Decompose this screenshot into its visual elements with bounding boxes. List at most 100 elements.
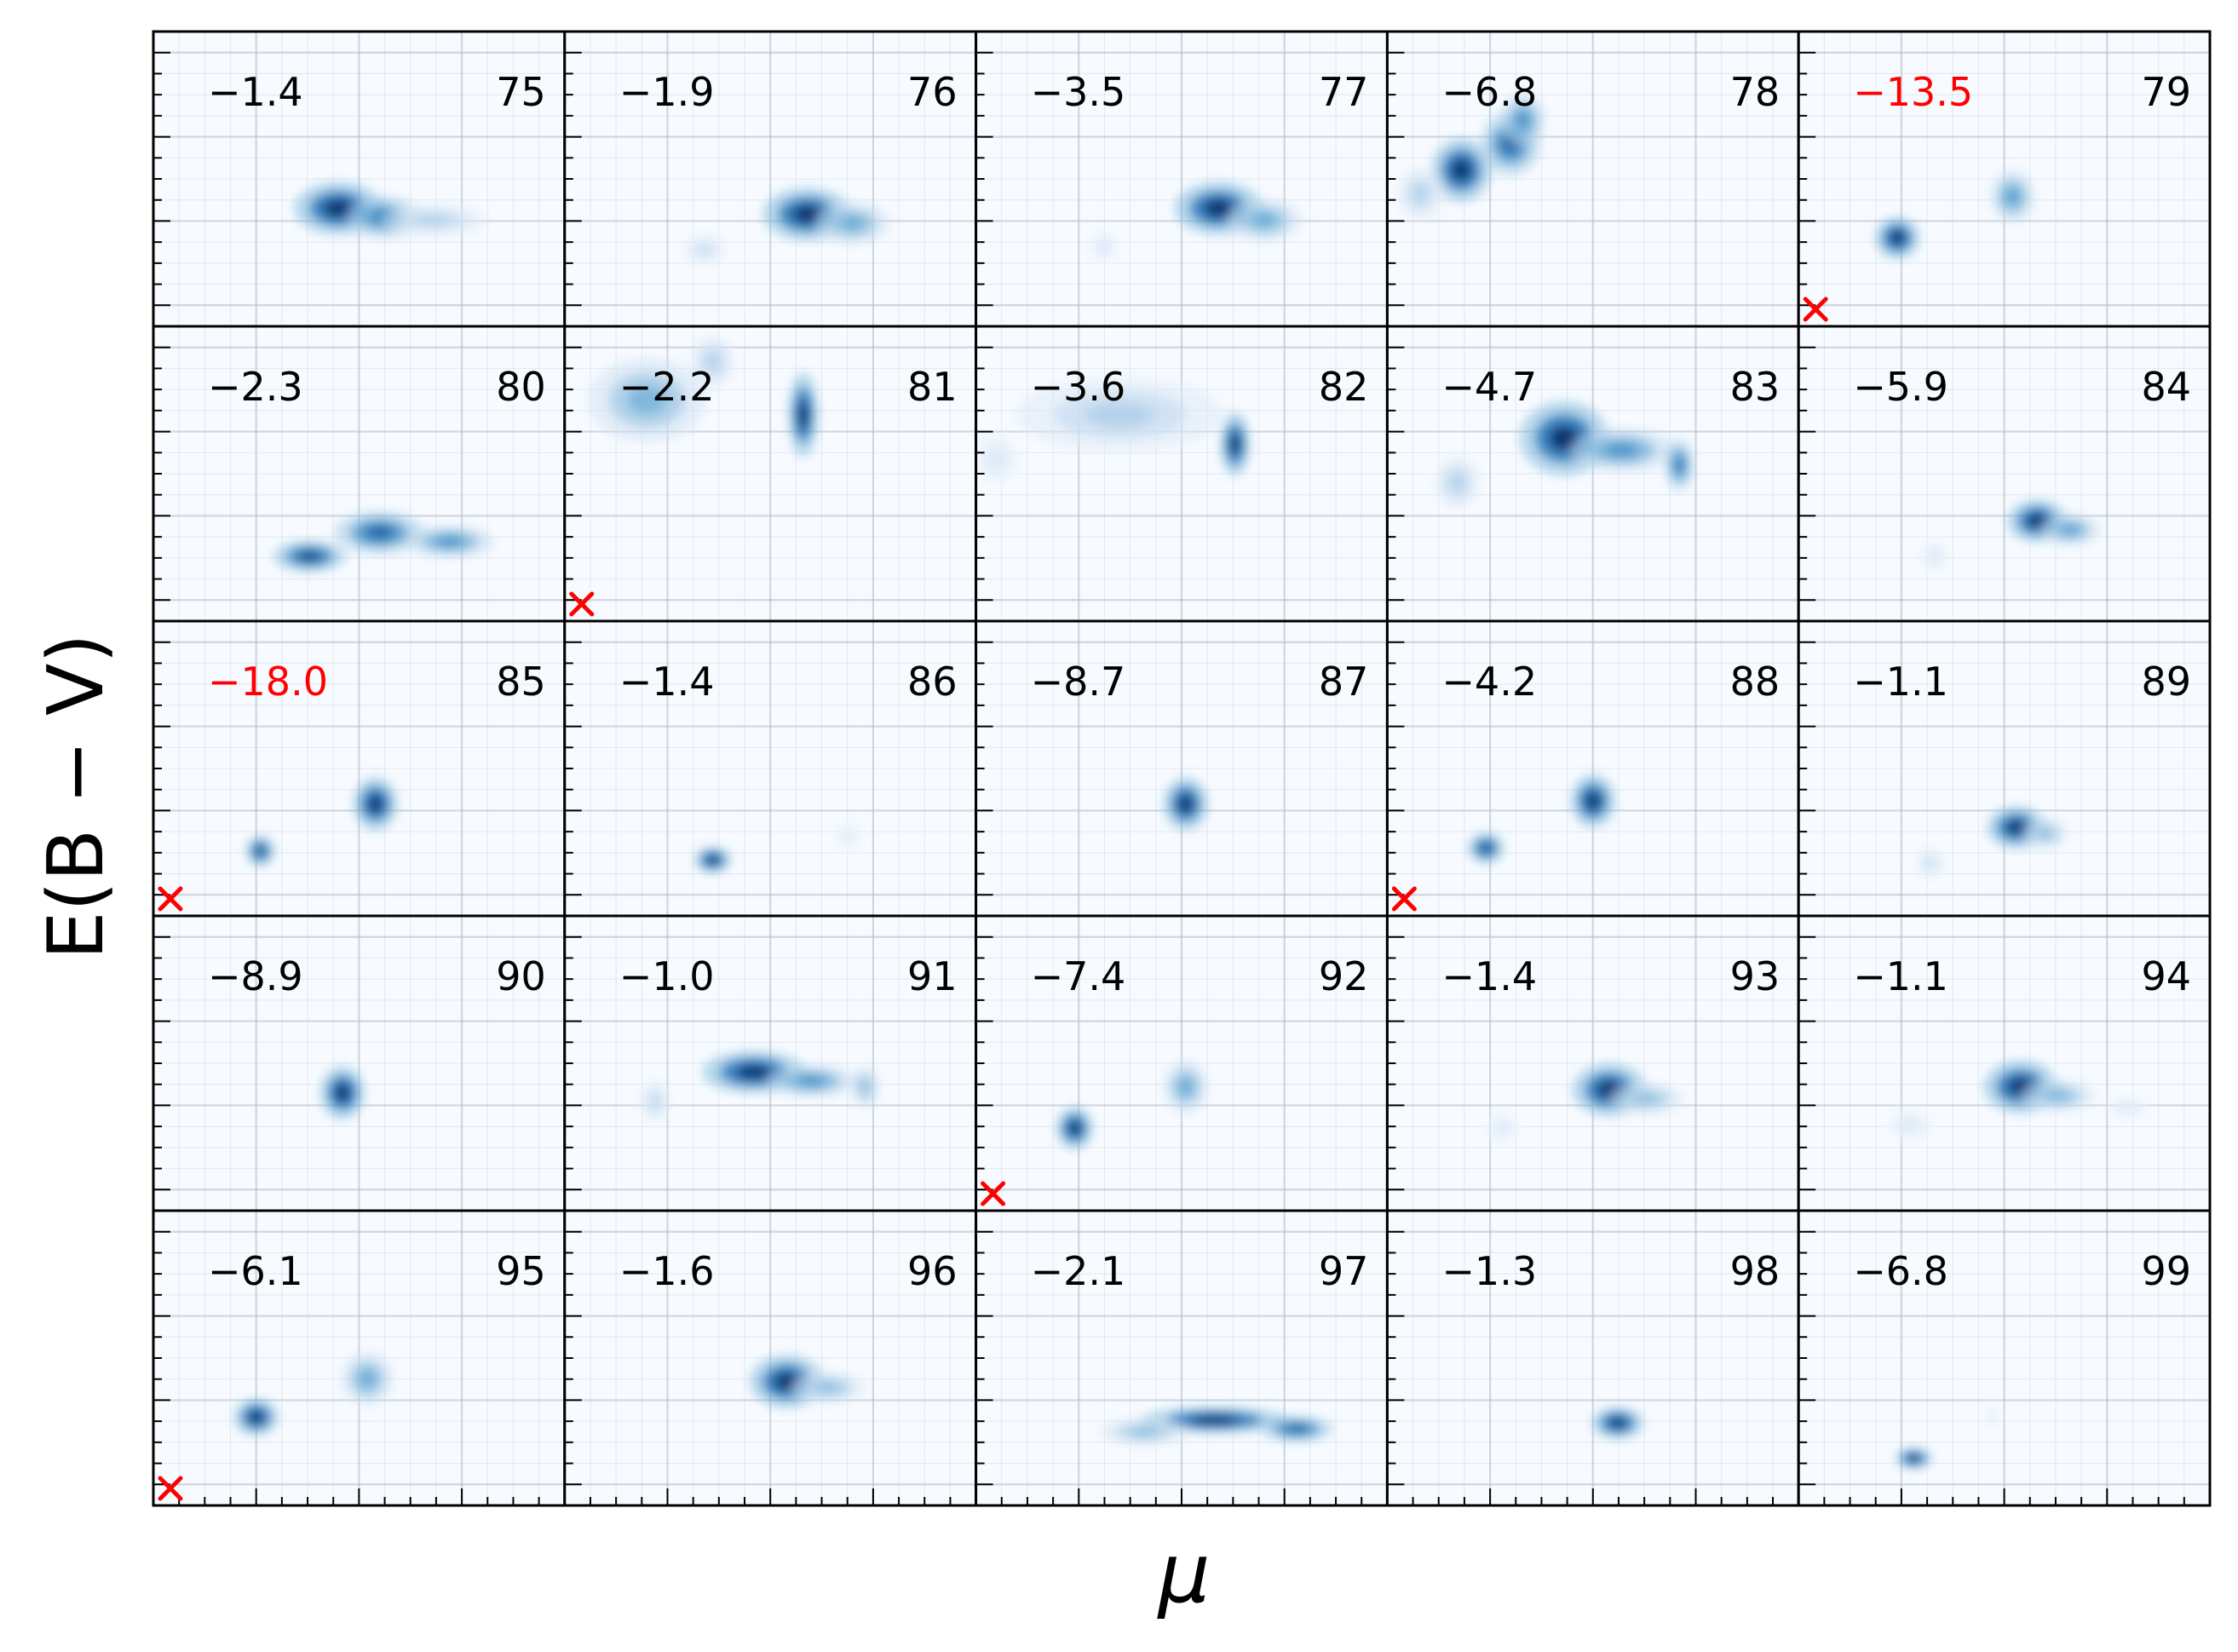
- cross-stroke: [569, 591, 595, 617]
- density-blob-core: [1924, 857, 1936, 868]
- panel-gridlines: [153, 32, 565, 326]
- panel-gridlines: [564, 32, 976, 326]
- panel-id-label: 95: [496, 1248, 546, 1294]
- panel-gridlines: [564, 326, 976, 621]
- panel-gridlines: [975, 326, 1388, 621]
- panel-value-label: −1.0: [619, 953, 715, 999]
- panel-value-label: −4.2: [1441, 659, 1537, 705]
- panel-id-label: 81: [907, 364, 958, 410]
- panel-ticks: [975, 641, 993, 896]
- density-blob-core: [1497, 1122, 1508, 1134]
- panel-83: −4.7 83: [1385, 325, 1800, 623]
- density-layer: [1397, 93, 1545, 221]
- panel-77: −3.5 77: [975, 30, 1389, 328]
- density-layer: [294, 181, 486, 239]
- panel-75: −1.4 75: [152, 30, 567, 328]
- density-layer: [640, 1050, 880, 1123]
- panel-value-label: −2.3: [208, 364, 303, 410]
- panel-88: −4.2 88: [1385, 619, 1800, 918]
- panel-ticks: [153, 51, 170, 307]
- density-layer: [1487, 1063, 1684, 1144]
- panel-value-label: −18.0: [208, 659, 328, 705]
- panel-ticks: [1387, 346, 1405, 602]
- density-blob-core: [1585, 791, 1601, 810]
- panel-ticks: [1798, 346, 1816, 602]
- panel-id-label: 84: [2141, 364, 2191, 410]
- panel-value-label: −1.1: [1853, 953, 1948, 999]
- panel-gridlines: [153, 916, 565, 1211]
- panel-id-label: 94: [2141, 953, 2191, 999]
- panel-gridlines: [1387, 916, 1799, 1211]
- panel-79: −13.5 79: [1797, 30, 2212, 328]
- panel-gridlines: [153, 621, 565, 916]
- density-blob-core: [1068, 1120, 1081, 1136]
- panel-id-label: 87: [1319, 659, 1369, 705]
- density-layer: [1895, 1401, 1999, 1470]
- panel-ticks: [1387, 935, 1405, 1191]
- density-blob-core: [1549, 425, 1579, 452]
- density-blob-core: [706, 855, 719, 865]
- density-layer: [1100, 1407, 1334, 1446]
- panel-ticks: [975, 1230, 1363, 1505]
- density-blob-core: [860, 1079, 871, 1094]
- panel-ticks: [153, 346, 170, 602]
- density-blob-core: [736, 1065, 772, 1079]
- panel-92: −7.4 92: [975, 914, 1389, 1212]
- panel-value-label: −2.1: [1031, 1248, 1126, 1294]
- panel-id-label: 76: [907, 69, 958, 115]
- cross-marker: [1391, 886, 1417, 912]
- density-blob-core: [650, 1094, 660, 1109]
- density-blob-core: [255, 845, 266, 857]
- panel-id-label: 96: [907, 1248, 958, 1294]
- cross-stroke: [1803, 296, 1828, 322]
- panel-value-label: −6.8: [1441, 69, 1537, 115]
- density-blob-core: [989, 450, 1004, 469]
- density-blob-core: [368, 795, 383, 813]
- panel-gridlines: [153, 326, 565, 621]
- panel-value-label: −1.1: [1853, 659, 1948, 705]
- density-blob-core: [1449, 474, 1465, 492]
- density-blob-core: [1634, 1093, 1660, 1104]
- density-blob-core: [705, 353, 721, 371]
- panel-93: −1.4 93: [1385, 914, 1800, 1212]
- panel-89: −1.1 89: [1797, 619, 2212, 918]
- panel-gridlines: [975, 1211, 1388, 1505]
- density-layer: [1056, 1060, 1208, 1150]
- panel-value-label: −7.4: [1031, 953, 1126, 999]
- panel-grid: −1.4 75 −1.9 76 −3.5 77 −6.8 78 −13.5 79−2.3 80 −2.…: [152, 30, 2212, 1507]
- panel-ticks: [1387, 641, 1405, 896]
- panel-gridlines: [975, 621, 1388, 916]
- density-blob-core: [697, 244, 712, 256]
- cross-stroke: [158, 1476, 183, 1501]
- panel-id-label: 86: [907, 659, 958, 705]
- density-blob-core: [335, 1084, 350, 1102]
- density-blob-core: [1608, 1417, 1626, 1429]
- panel-95: −6.1 95: [152, 1209, 567, 1507]
- panel-84: −5.9 84: [1797, 325, 2212, 623]
- panel-id-label: 92: [1319, 953, 1369, 999]
- density-blob-core: [1229, 433, 1240, 455]
- panel-id-label: 82: [1319, 364, 1369, 410]
- density-blob-core: [1480, 843, 1493, 854]
- panel-ticks: [1387, 51, 1405, 307]
- density-blob-core: [1204, 199, 1234, 217]
- panel-value-label: −6.1: [208, 1248, 303, 1294]
- panel-value-label: −1.4: [208, 69, 303, 115]
- density-blob-core: [1098, 241, 1109, 252]
- panel-id-label: 78: [1730, 69, 1781, 115]
- panel-76: −1.9 76: [563, 30, 978, 328]
- density-blob-core: [2005, 187, 2020, 206]
- cross-marker: [158, 886, 183, 912]
- panel-91: −1.0 91: [563, 914, 978, 1212]
- density-blob-core: [323, 199, 354, 217]
- panel-gridlines: [1387, 1211, 1799, 1505]
- panel-gridlines: [1798, 326, 2210, 621]
- density-blob-core: [1890, 230, 1905, 245]
- panel-id-label: 99: [2141, 1248, 2191, 1294]
- panel-frame: [1797, 1209, 2212, 1507]
- panel-ticks: [975, 51, 993, 307]
- panel-78: −6.8 78: [1385, 30, 1800, 328]
- density-blob-core: [365, 525, 394, 540]
- panel-value-label: −1.9: [619, 69, 715, 115]
